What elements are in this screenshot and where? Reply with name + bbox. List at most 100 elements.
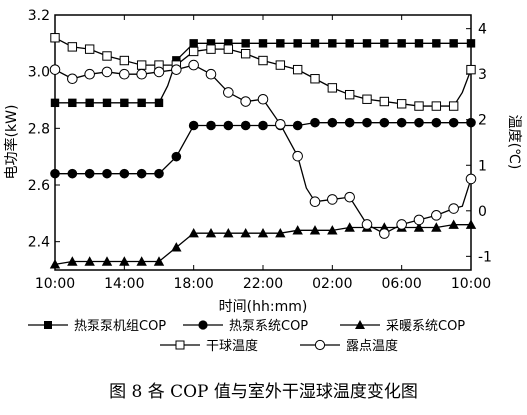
x-axis-title: 时间(hh:mm): [219, 299, 308, 315]
data-point: [67, 256, 78, 266]
series-line: [55, 122, 471, 175]
data-point: [67, 42, 78, 52]
data-point: [188, 46, 199, 57]
data-point: [465, 173, 477, 185]
series-3: [49, 219, 477, 269]
data-point: [50, 98, 60, 108]
data-point: [172, 56, 181, 65]
left-y-tick-label: 2.8: [28, 121, 50, 137]
data-point: [362, 117, 372, 128]
series-4: [50, 33, 476, 111]
data-point: [257, 93, 269, 105]
data-point: [84, 68, 95, 80]
legend-label: 热泵系统COP: [229, 319, 308, 334]
data-point: [241, 39, 250, 48]
data-point: [344, 89, 355, 100]
data-point: [466, 64, 476, 75]
data-point: [397, 39, 406, 48]
legend-marker: [355, 320, 365, 329]
data-point: [84, 256, 95, 266]
right-y-tick-label: 1: [478, 158, 487, 174]
data-point: [327, 194, 338, 205]
data-point: [292, 64, 303, 75]
left-y-tick-label: 2.6: [28, 178, 50, 194]
data-point: [223, 87, 234, 98]
data-point: [275, 227, 286, 238]
data-point: [432, 39, 441, 48]
data-point: [85, 98, 94, 108]
data-point: [276, 39, 285, 48]
data-point: [101, 66, 113, 78]
right-y-tick-label: 0: [478, 204, 487, 220]
data-point: [188, 120, 199, 131]
data-point: [431, 101, 442, 111]
data-point: [119, 55, 130, 66]
data-point: [67, 168, 78, 179]
data-point: [154, 168, 164, 179]
data-point: [188, 59, 199, 71]
data-point: [188, 227, 199, 238]
data-point: [414, 39, 424, 48]
x-tick-label: 02:00: [312, 276, 352, 292]
data-point: [136, 68, 147, 80]
data-point: [292, 120, 303, 131]
data-point: [414, 117, 424, 128]
data-point: [448, 117, 459, 128]
data-point: [293, 39, 302, 48]
data-point: [50, 168, 60, 179]
data-point: [345, 39, 354, 48]
left-y-axis: 2.4 2.6 2.8 3.0 3.2: [28, 8, 60, 251]
data-point: [292, 150, 303, 162]
legend-label: 露点温度: [346, 338, 398, 354]
left-y-axis-title: 电功率(kW): [3, 105, 20, 180]
data-point: [327, 117, 338, 128]
data-point: [137, 98, 146, 108]
legend-marker: [314, 339, 326, 351]
right-y-tick-label: 2: [478, 113, 487, 129]
data-point: [102, 168, 112, 179]
data-point: [327, 83, 338, 93]
data-point: [309, 196, 321, 207]
data-point: [414, 101, 424, 111]
data-point: [379, 96, 390, 107]
right-y-tick-label: -1: [478, 249, 492, 265]
series-layer: [49, 33, 477, 269]
data-point: [448, 101, 459, 111]
data-point: [136, 60, 147, 70]
data-point: [153, 66, 165, 78]
data-point: [257, 227, 269, 238]
series-line: [54, 64, 472, 235]
data-point: [275, 118, 286, 130]
legend-item-3: 采暖系统COP: [340, 319, 465, 334]
left-y-tick-label: 2.4: [28, 235, 50, 251]
data-point: [240, 96, 251, 107]
legend-item-1: 热泵泵机组COP: [28, 319, 166, 334]
data-point: [120, 98, 129, 108]
legend: 热泵泵机组COP 热泵系统COP 采暖系统COP 干球温度 露点温度: [28, 319, 465, 354]
x-tick-label: 18:00: [173, 276, 213, 292]
data-point: [448, 219, 459, 229]
data-point: [224, 39, 233, 48]
series-2: [50, 117, 476, 179]
data-point: [171, 151, 182, 162]
data-point: [258, 55, 268, 66]
data-point: [49, 64, 61, 75]
data-point: [223, 227, 234, 238]
data-point: [206, 39, 216, 48]
data-point: [102, 98, 112, 108]
data-point: [328, 39, 337, 48]
x-tick-label: 10:00: [35, 276, 75, 292]
data-point: [240, 120, 251, 131]
data-point: [223, 120, 234, 131]
data-point: [136, 168, 147, 179]
data-point: [344, 191, 355, 203]
left-y-tick-label: 3.0: [28, 65, 50, 81]
data-point: [344, 117, 355, 128]
data-point: [205, 68, 217, 80]
data-point: [465, 219, 477, 229]
data-point: [119, 256, 130, 266]
data-point: [466, 39, 476, 48]
data-point: [102, 51, 112, 61]
x-tick-label: 22:00: [243, 276, 283, 292]
